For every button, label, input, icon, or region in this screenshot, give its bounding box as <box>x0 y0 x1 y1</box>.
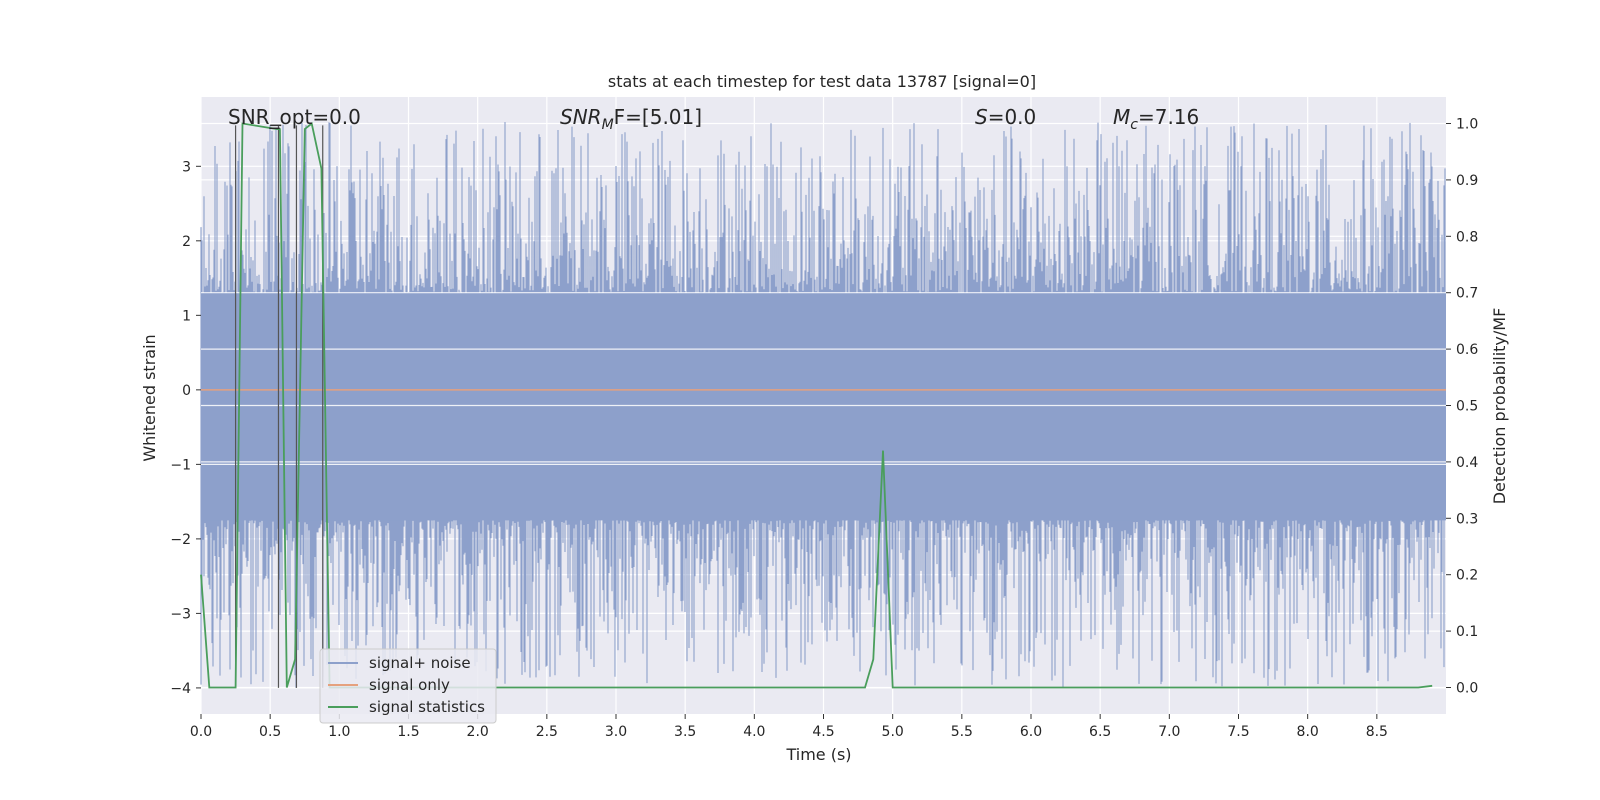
s-symbol: S <box>975 105 988 129</box>
legend-label-signal-only: signal only <box>369 676 450 694</box>
y2-tick-label: 0.6 <box>1456 342 1478 358</box>
y-tick-label: 0 <box>182 383 191 399</box>
y2-tick-label: 0.7 <box>1456 286 1478 302</box>
x-tick-label: 1.5 <box>397 724 419 740</box>
x-tick-label: 8.5 <box>1366 724 1388 740</box>
mc-annotation: Mc=7.16 <box>1113 105 1199 133</box>
mc-symbol: M <box>1113 105 1130 129</box>
x-tick-label: 4.5 <box>812 724 834 740</box>
y2-tick-label: 0.0 <box>1456 680 1478 696</box>
x-tick-label: 6.5 <box>1089 724 1111 740</box>
y2-tick-label: 0.8 <box>1456 229 1478 245</box>
x-tick-label: 3.0 <box>605 724 627 740</box>
snr-mf-annotation: SNRMF=[5.01] <box>560 105 702 133</box>
y2-tick-label: 1.0 <box>1456 117 1478 133</box>
y-tick-label: −2 <box>170 532 191 548</box>
mc-subscript: c <box>1130 117 1138 133</box>
x-axis-label: Time (s) <box>785 745 851 764</box>
y-axis-label: Whitened strain <box>140 334 159 461</box>
y2-tick-label: 0.4 <box>1456 455 1478 471</box>
x-tick-label: 1.0 <box>328 724 350 740</box>
legend: signal+ noise signal only signal statist… <box>319 648 497 724</box>
x-tick-label: 7.0 <box>1158 724 1180 740</box>
snr-mf-value: F=[5.01] <box>614 105 702 129</box>
s-value: =0.0 <box>988 105 1037 129</box>
y2-tick-label: 0.3 <box>1456 511 1478 527</box>
signal-statistics-line <box>200 121 1433 689</box>
snr-mf-symbol: SNR <box>560 105 602 129</box>
x-tick-label: 0.5 <box>259 724 281 740</box>
y-tick-label: 1 <box>182 308 191 324</box>
x-tick-label: 6.0 <box>1020 724 1042 740</box>
x-tick-label: 7.5 <box>1227 724 1249 740</box>
y-tick-label: −3 <box>170 606 191 622</box>
y2-tick-label: 0.9 <box>1456 173 1478 189</box>
title: stats at each timestep for test data 137… <box>608 72 1036 91</box>
y-tick-label: 2 <box>182 234 191 250</box>
y-tick-label: 3 <box>182 159 191 175</box>
y-tick-label: −4 <box>170 681 191 697</box>
x-tick-label: 0.0 <box>190 724 212 740</box>
y2-tick-label: 0.1 <box>1456 624 1478 640</box>
s-annotation: S=0.0 <box>975 105 1036 129</box>
snr-opt-annotation: SNR_opt=0.0 <box>228 105 361 129</box>
y2-tick-label: 0.2 <box>1456 568 1478 584</box>
legend-box <box>319 648 497 724</box>
legend-label-signal-statistics: signal statistics <box>369 698 485 716</box>
mc-value: =7.16 <box>1138 105 1199 129</box>
x-tick-label: 2.0 <box>467 724 489 740</box>
y-tick-label: −1 <box>170 457 191 473</box>
x-tick-label: 8.0 <box>1297 724 1319 740</box>
x-tick-label: 2.5 <box>536 724 558 740</box>
x-tick-label: 4.0 <box>743 724 765 740</box>
x-tick-label: 5.5 <box>951 724 973 740</box>
legend-label-signal-noise: signal+ noise <box>369 654 471 672</box>
y2-axis-label: Detection probability/MF <box>1490 308 1509 505</box>
x-tick-label: 5.0 <box>882 724 904 740</box>
y2-tick-label: 0.5 <box>1456 399 1478 415</box>
snr-mf-subscript: M <box>602 117 614 133</box>
x-tick-label: 3.5 <box>674 724 696 740</box>
signal-noise-band <box>201 292 1446 521</box>
